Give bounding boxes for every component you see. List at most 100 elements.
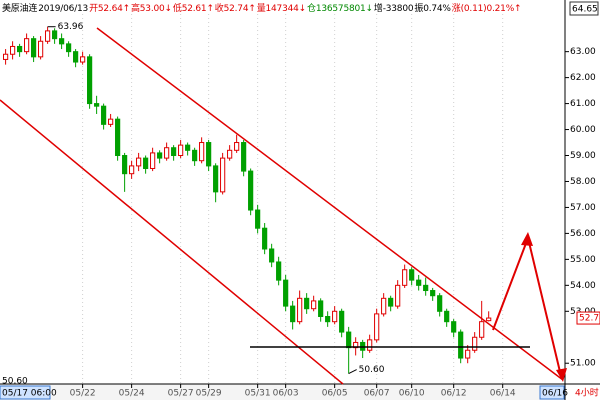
x-tick-label: 05/27 bbox=[168, 389, 194, 399]
y-tick-label: 61.00 bbox=[570, 99, 596, 109]
candle-body bbox=[430, 290, 436, 297]
candle-body bbox=[416, 279, 422, 286]
header-item: 仓136575801↓ bbox=[307, 4, 373, 14]
header-item: 收52.74↑ bbox=[214, 4, 256, 14]
y-tick-label: 59.00 bbox=[570, 151, 596, 161]
candle-body bbox=[388, 297, 394, 307]
candle-body bbox=[157, 152, 163, 159]
cursor-x-box bbox=[0, 385, 51, 400]
header-item: 振0.74% bbox=[414, 4, 451, 14]
x-axis-band bbox=[0, 384, 565, 400]
arrow-head bbox=[556, 368, 567, 382]
x-tick-label: 06/14 bbox=[490, 389, 516, 399]
candle-body bbox=[24, 38, 30, 53]
y-tick-label: 54.00 bbox=[570, 281, 596, 291]
x-tick-label: 05/31 bbox=[245, 389, 271, 399]
candle-body bbox=[374, 313, 380, 341]
candle-body bbox=[409, 269, 415, 281]
candle-body bbox=[304, 297, 310, 310]
header-item: 低52.61↑ bbox=[172, 4, 214, 14]
candle-body bbox=[339, 310, 345, 333]
y-tick-label: 60.00 bbox=[570, 125, 596, 135]
candle-body bbox=[17, 45, 23, 53]
annotation-leader bbox=[348, 369, 357, 375]
candle-body bbox=[94, 103, 100, 107]
cursor-y-label: 50.60 bbox=[2, 377, 28, 387]
candle-body bbox=[458, 331, 464, 359]
candle-body bbox=[59, 38, 65, 45]
candle-body bbox=[297, 297, 303, 323]
candle-body bbox=[206, 142, 212, 167]
candle-body bbox=[423, 284, 429, 292]
candle-body bbox=[451, 321, 457, 333]
header-item: 美原油连 bbox=[2, 4, 38, 14]
y-top-label: 64.65 bbox=[572, 5, 598, 15]
candle-body bbox=[346, 331, 352, 349]
header-item: 开52.64↑ bbox=[89, 4, 130, 14]
last-price-box bbox=[576, 311, 600, 325]
y-top-box bbox=[569, 1, 599, 16]
header-item: 高53.00↓ bbox=[130, 4, 172, 14]
candle-body bbox=[45, 30, 51, 42]
candle-body bbox=[178, 144, 184, 157]
candle-body bbox=[164, 147, 170, 159]
candle-body bbox=[213, 165, 219, 193]
candle-body bbox=[444, 310, 450, 323]
header-item: 2019/06/13 bbox=[38, 4, 89, 14]
x-tick-label: 05/29 bbox=[196, 389, 222, 399]
candle-body bbox=[101, 105, 107, 125]
candle-body bbox=[255, 209, 261, 229]
period-label: 4小时 bbox=[575, 387, 599, 399]
candle-body bbox=[465, 349, 471, 359]
candle-body bbox=[129, 165, 135, 175]
candle-body bbox=[108, 118, 114, 125]
header-item: 量147344↓ bbox=[256, 4, 307, 14]
last-price-label: 52.74 bbox=[579, 314, 600, 324]
candle-body bbox=[143, 157, 149, 169]
x-tick-label: 06/12 bbox=[441, 389, 467, 399]
candle-body bbox=[3, 53, 9, 60]
candle-body bbox=[332, 310, 338, 323]
candle-body bbox=[283, 279, 289, 307]
candle-body bbox=[136, 157, 142, 167]
candle-body bbox=[318, 300, 324, 317]
grid bbox=[82, 14, 569, 388]
x-tick-label: 06/07 bbox=[364, 389, 390, 399]
candle-body bbox=[269, 248, 275, 263]
candle-body bbox=[199, 142, 205, 162]
candle-body bbox=[311, 300, 317, 310]
candle-body bbox=[479, 321, 485, 338]
candle-body bbox=[290, 305, 296, 323]
candle-body bbox=[115, 118, 121, 157]
y-tick-label: 58.00 bbox=[570, 177, 596, 187]
candle-body bbox=[472, 336, 478, 351]
arrow-head bbox=[521, 232, 533, 246]
candle-body bbox=[367, 339, 373, 351]
candle-body bbox=[248, 170, 254, 211]
candle-body bbox=[10, 45, 16, 55]
candle-body bbox=[276, 261, 282, 281]
x-tick-label: 06/05 bbox=[322, 389, 348, 399]
quote-header: 美原油连2019/06/13开52.64↑高53.00↓低52.61↑收52.7… bbox=[2, 1, 522, 14]
y-tick-label: 63.00 bbox=[570, 47, 596, 57]
candle-body bbox=[66, 43, 72, 53]
candle-body bbox=[185, 144, 191, 151]
candle-body bbox=[171, 147, 177, 157]
candle-body bbox=[150, 152, 156, 169]
header-item: 涨(0.11)0.21%↑ bbox=[451, 4, 522, 14]
annotation: 50.60 bbox=[359, 365, 385, 375]
upper-channel-line bbox=[96, 27, 564, 381]
x-tick-label: 05/22 bbox=[70, 389, 96, 399]
candle-body bbox=[241, 142, 247, 172]
candle-body bbox=[38, 40, 44, 58]
y-tick-label: 51.00 bbox=[570, 359, 596, 369]
range-end-label: 06/16 bbox=[542, 389, 568, 399]
y-tick-label: 56.00 bbox=[570, 229, 596, 239]
candle-body bbox=[395, 284, 401, 307]
candle-body bbox=[122, 155, 128, 175]
y-tick-label: 55.00 bbox=[570, 255, 596, 265]
candle-body bbox=[80, 56, 86, 63]
